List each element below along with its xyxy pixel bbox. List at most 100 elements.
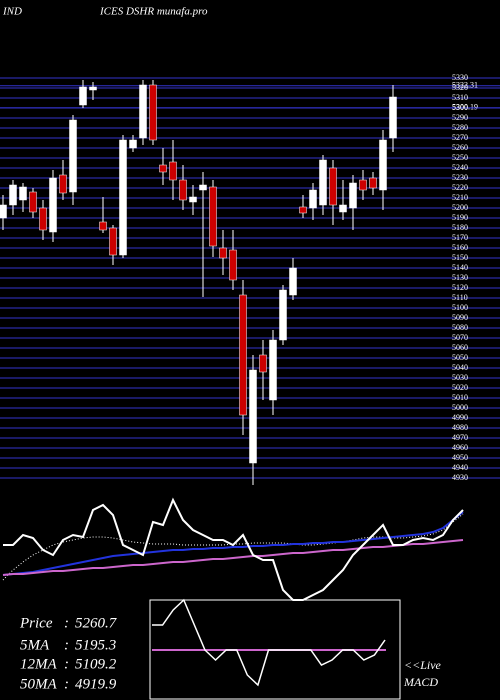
candle-body (219, 247, 227, 259)
y-tick-label: 4950 (452, 453, 468, 462)
candle-body (369, 177, 377, 189)
candle-body (229, 249, 237, 281)
y-tick-label: 5270 (452, 133, 468, 142)
y-tick-label: 5200 (452, 203, 468, 212)
candle-body (329, 167, 337, 206)
y-tick-label: 5160 (452, 243, 468, 252)
y-tick-label: 5140 (452, 263, 468, 272)
y-tick-label: 5310 (452, 93, 468, 102)
candle-body (379, 139, 387, 191)
y-tick-label: 5050 (452, 353, 468, 362)
stat-value: 5109.2 (75, 656, 117, 672)
y-tick-label: 5300 (452, 103, 468, 112)
candle-body (119, 139, 127, 256)
y-tick-label: 5020 (452, 383, 468, 392)
y-tick-label: 5240 (452, 163, 468, 172)
candle-body (259, 354, 267, 373)
indicator-line (2, 511, 464, 576)
y-tick-label: 5120 (452, 283, 468, 292)
stat-label: Price (19, 615, 53, 631)
candle-body (179, 179, 187, 201)
y-tick-label: 5090 (452, 313, 468, 322)
candle-body (189, 196, 197, 203)
candle-body (99, 221, 107, 231)
candle-body (309, 189, 317, 209)
stat-label: 12MA (20, 656, 57, 672)
y-tick-label: 5170 (452, 233, 468, 242)
candle-body (0, 204, 7, 219)
candle-body (169, 161, 177, 181)
stat-colon: : (64, 637, 69, 653)
y-tick-label: 5190 (452, 213, 468, 222)
candle-body (319, 159, 327, 206)
title-part: IND (2, 6, 22, 18)
stat-label: 50MA (20, 676, 57, 692)
y-tick-label: 5230 (452, 173, 468, 182)
y-tick-label: 5220 (452, 183, 468, 192)
y-tick-label: 5250 (452, 153, 468, 162)
y-tick-label: 5110 (452, 293, 468, 302)
y-tick-label: 4940 (452, 463, 468, 472)
candle-body (269, 339, 277, 401)
candle-body (89, 86, 97, 91)
indicator-line (3, 497, 464, 601)
title-part: ICES DSHR munafa.pro (99, 6, 208, 18)
y-tick-label: 5330 (452, 73, 468, 82)
candle-body (149, 84, 157, 141)
y-tick-label: 5040 (452, 363, 468, 372)
y-tick-label: 5080 (452, 323, 468, 332)
candle-body (249, 369, 257, 464)
candle-body (39, 207, 47, 231)
macd-line (152, 598, 386, 687)
candle-body (299, 206, 307, 214)
candle-body (289, 267, 297, 296)
stat-colon: : (64, 656, 69, 672)
candle-body (239, 294, 247, 416)
candle-body (59, 174, 67, 194)
candle-body (9, 184, 17, 206)
candle-body (139, 84, 147, 139)
y-tick-label: 5150 (452, 253, 468, 262)
candle-body (129, 139, 137, 149)
candle-body (109, 227, 117, 256)
candle-body (339, 204, 347, 213)
y-tick-label: 4930 (452, 473, 468, 482)
y-tick-label: 5290 (452, 113, 468, 122)
y-tick-label: 5130 (452, 273, 468, 282)
y-tick-label: 4980 (452, 423, 468, 432)
candle-body (389, 96, 397, 139)
y-tick-label: 5260 (452, 143, 468, 152)
y-tick-label: 5280 (452, 123, 468, 132)
y-tick-label: 5060 (452, 343, 468, 352)
y-tick-label: 4960 (452, 443, 468, 452)
candle-body (19, 186, 27, 201)
candle-body (69, 119, 77, 193)
stat-label: 5MA (20, 637, 50, 653)
y-tick-label: 5000 (452, 403, 468, 412)
candle-body (209, 186, 217, 247)
y-tick-label: 5320 (452, 83, 468, 92)
candle-body (49, 177, 57, 233)
candle-body (159, 164, 167, 173)
y-tick-label: 5180 (452, 223, 468, 232)
candle-body (79, 86, 87, 106)
y-tick-label: 5210 (452, 193, 468, 202)
y-tick-label: 4990 (452, 413, 468, 422)
candle-body (359, 179, 367, 191)
stat-value: 4919.9 (75, 676, 117, 692)
stat-value: 5260.7 (75, 615, 118, 631)
y-tick-label: 4970 (452, 433, 468, 442)
indicator-line (2, 539, 464, 576)
stat-colon: : (64, 676, 69, 692)
candle-body (349, 182, 357, 209)
candle-body (29, 191, 37, 213)
y-tick-label: 5030 (452, 373, 468, 382)
macd-frame (149, 599, 401, 700)
y-tick-label: 5010 (452, 393, 468, 402)
stat-colon: : (64, 615, 69, 631)
y-tick-label: 5300.19 (452, 103, 478, 112)
stat-value: 5195.3 (75, 637, 116, 653)
candle-body (279, 289, 287, 341)
